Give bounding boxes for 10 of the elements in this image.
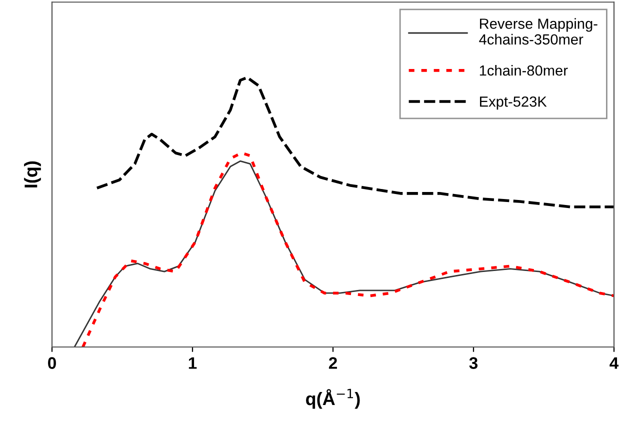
x-tick-label: 1 (188, 357, 197, 369)
legend-label: Expt-523K (480, 96, 547, 110)
x-tick-label: 0 (48, 357, 56, 369)
legend-label: Reverse Mapping- 4chains-350mer (479, 18, 598, 45)
x-tick-label: 3 (469, 357, 478, 369)
x-tick-label: 4 (610, 357, 619, 369)
y-axis-title: I(q) (24, 161, 41, 188)
legend-label: 1chain-80mer (480, 64, 568, 76)
x-tick-label: 2 (328, 357, 337, 369)
x-axis-title: q(Å$^{−1}$) (306, 388, 360, 409)
